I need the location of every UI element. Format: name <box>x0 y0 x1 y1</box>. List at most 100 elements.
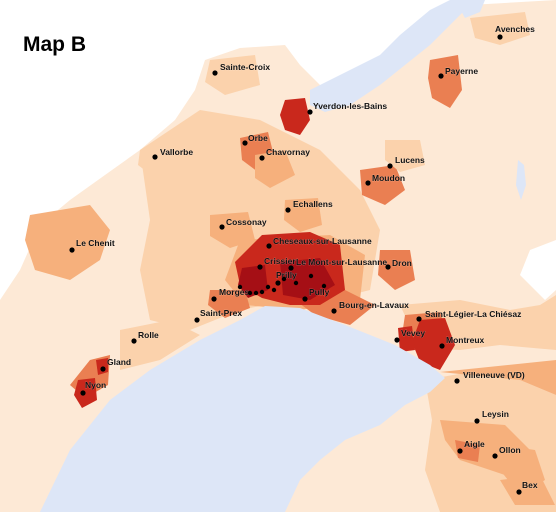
city-dot <box>331 308 337 314</box>
lakes <box>40 0 526 512</box>
city-label: Vevey <box>401 328 425 338</box>
city-dot <box>307 109 313 115</box>
city-label: Gland <box>107 357 131 367</box>
place-echallens: Echallens <box>285 199 333 213</box>
agglomeration-dot-7 <box>293 280 299 286</box>
city-label: Leysin <box>482 409 509 419</box>
city-label: Yverdon-les-Bains <box>313 101 387 111</box>
city-dot <box>275 280 281 286</box>
place-le-mont-sur-lausanne: Le Mont-sur-Lausanne <box>288 257 388 271</box>
city-label: Prilly <box>276 270 297 280</box>
place-crissier: Crissier <box>257 256 297 270</box>
place-chavornay: Chavornay <box>259 147 311 161</box>
city-dot <box>454 378 460 384</box>
region-19 <box>385 140 425 172</box>
place-cossonay: Cossonay <box>219 217 267 230</box>
place-ollon: Ollon <box>492 445 521 459</box>
municipality-high-3 <box>280 258 335 300</box>
place-orbe: Orbe <box>242 133 268 146</box>
city-label: Crissier <box>264 256 296 266</box>
region-17 <box>255 150 295 188</box>
agglomeration-dot-1 <box>247 290 253 296</box>
place-avenches: Avenches <box>495 24 535 40</box>
city-dot <box>497 34 503 40</box>
city-dot <box>259 155 265 161</box>
city-dot <box>285 207 291 213</box>
agglomeration-dot-5 <box>271 287 277 293</box>
region-20 <box>138 140 180 178</box>
city-label: Pully <box>309 287 330 297</box>
city-dot <box>516 489 522 495</box>
city-label: Le Mont-sur-Lausanne <box>296 257 387 267</box>
city-dot <box>416 316 422 322</box>
municipality-high-8 <box>96 358 108 375</box>
city-dot <box>385 264 391 270</box>
city-label: Morges <box>219 287 250 297</box>
city-label: Echallens <box>293 199 333 209</box>
place-lucens: Lucens <box>387 155 425 169</box>
agglomeration-dot-4 <box>265 284 271 290</box>
city-dot <box>100 366 106 372</box>
city-label: Saint-Prex <box>200 308 242 318</box>
region-23 <box>378 250 415 290</box>
city-label: Saint-Légier-La Chiésaz <box>425 309 521 319</box>
city-label: Montreux <box>446 335 485 345</box>
place-bex: Bex <box>516 480 538 495</box>
place-markers: Avenches Sainte-Croix Payerne Yverdon-les-B… <box>69 24 538 495</box>
agglomeration-dot-6 <box>281 276 287 282</box>
place-dron: Dron <box>385 258 412 270</box>
city-dot <box>242 140 248 146</box>
agglomeration-dot-2 <box>253 290 259 296</box>
city-label: Ollon <box>499 445 521 455</box>
place-cheseaux-sur-lausanne: Cheseaux-sur-Lausanne <box>266 236 372 249</box>
place-villeneuve-vd: Villeneuve (VD) <box>454 370 525 384</box>
city-dot <box>152 154 158 160</box>
municipality-high-1 <box>280 98 310 135</box>
place-moudon: Moudon <box>365 173 405 186</box>
city-label: Vallorbe <box>160 147 193 157</box>
city-dot <box>211 296 217 302</box>
place-bourg-en-lavaux: Bourg-en-Lavaux <box>331 300 409 314</box>
city-dot <box>439 343 445 349</box>
region-14 <box>470 12 530 45</box>
region-5 <box>120 320 200 370</box>
city-label: Lucens <box>395 155 425 165</box>
region-18 <box>360 165 405 205</box>
city-dot <box>394 337 400 343</box>
city-dot <box>266 243 272 249</box>
city-label: Bex <box>522 480 538 490</box>
city-label: Moudon <box>372 173 405 183</box>
place-saint-legier-la-chiesaz: Saint-Légier-La Chiésaz <box>416 309 522 322</box>
municipality-high-6 <box>398 326 415 352</box>
city-label: Cheseaux-sur-Lausanne <box>273 236 372 246</box>
agglomeration-dot-3 <box>259 289 265 295</box>
city-dot <box>365 180 371 186</box>
city-label: Payerne <box>445 66 478 76</box>
place-prilly: Prilly <box>275 270 297 286</box>
city-dot <box>492 453 498 459</box>
city-label: Dron <box>392 258 412 268</box>
agglomeration-dot-10 <box>237 284 243 290</box>
city-label: Le Chenit <box>76 238 115 248</box>
region-13 <box>428 55 462 108</box>
city-label: Nyon <box>85 380 106 390</box>
lake-neuchatel <box>310 0 475 112</box>
region-15 <box>205 55 260 95</box>
municipality-high-4 <box>238 265 268 298</box>
city-dot <box>474 418 480 424</box>
city-label: Aigle <box>464 439 485 449</box>
place-montreux: Montreux <box>439 335 485 349</box>
place-payerne: Payerne <box>438 66 479 79</box>
agglomeration-dot-8 <box>308 273 314 279</box>
place-yverdon-les-bains: Yverdon-les-Bains <box>307 101 388 115</box>
city-dot <box>438 73 444 79</box>
city-dot <box>80 390 86 396</box>
city-label: Villeneuve (VD) <box>463 370 525 380</box>
region-12 <box>500 475 555 505</box>
place-gland: Gland <box>100 357 131 372</box>
region-22 <box>284 198 322 232</box>
city-dot <box>457 448 463 454</box>
city-dot <box>69 247 75 253</box>
region-2 <box>25 205 110 280</box>
